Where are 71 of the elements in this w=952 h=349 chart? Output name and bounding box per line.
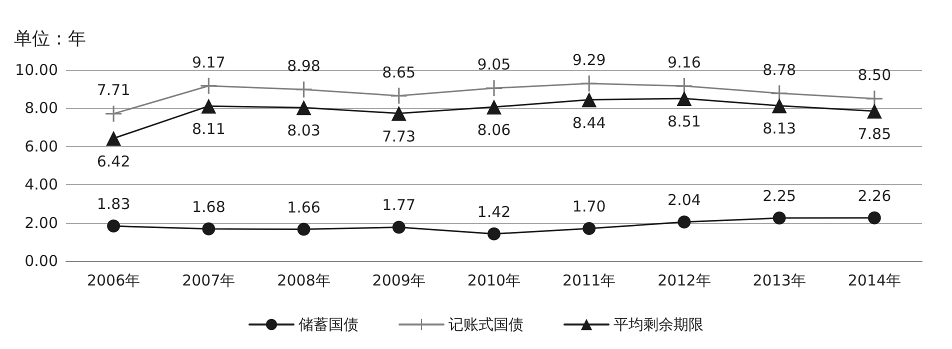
x-tick-label: 2010年: [467, 272, 521, 290]
point: [581, 76, 598, 92]
point: [772, 98, 787, 114]
data-label: 1.70: [572, 198, 606, 216]
point: [296, 81, 312, 98]
data-label: 8.11: [192, 120, 226, 138]
point: [486, 80, 502, 96]
point: [676, 90, 692, 106]
x-tick-label: 2007年: [182, 272, 236, 290]
point: [866, 104, 882, 119]
point: [486, 100, 502, 115]
point: [296, 100, 312, 116]
data-label: 8.13: [762, 120, 796, 138]
data-label: 1.42: [477, 202, 511, 221]
point: [868, 211, 881, 224]
point: [392, 220, 406, 234]
point: [772, 212, 786, 225]
y-tick-label: 0.00: [24, 252, 58, 270]
x-tick-label: 2012年: [658, 272, 711, 290]
data-label: 8.98: [287, 56, 320, 75]
data-label: 8.78: [762, 60, 796, 79]
legend-label: 记账式国债: [448, 316, 524, 334]
data-label: 9.29: [572, 51, 606, 70]
x-tick-label: 2011年: [562, 272, 616, 290]
point: [676, 78, 692, 94]
data-label: 2.04: [668, 191, 701, 210]
x-tick-label: 2006年: [86, 272, 140, 290]
y-tick-label: 10.00: [15, 61, 58, 79]
y-axis-title: 单位：年: [14, 28, 86, 50]
point: [297, 222, 310, 236]
x-tick-label: 2013年: [752, 272, 806, 290]
x-tick-label: 2014年: [848, 272, 902, 290]
y-tick-label: 8.00: [24, 99, 58, 118]
data-label: 1.77: [382, 196, 416, 214]
data-label: 9.17: [192, 53, 226, 72]
data-label: 8.65: [382, 63, 416, 82]
data-label: 7.85: [858, 125, 892, 144]
data-label: 1.68: [192, 198, 226, 216]
data-label: 8.44: [572, 114, 606, 132]
y-tick-label: 6.00: [24, 137, 58, 156]
point: [582, 222, 596, 236]
data-label: 8.06: [477, 121, 511, 140]
point: [391, 106, 406, 121]
data-label: 9.05: [477, 56, 511, 74]
point: [678, 216, 691, 229]
data-label: 7.71: [96, 81, 130, 100]
data-label: 8.03: [287, 122, 320, 140]
point: [202, 222, 216, 236]
data-label: 1.66: [287, 198, 320, 216]
data-label: 8.50: [858, 66, 892, 84]
data-label: 2.26: [858, 186, 892, 205]
data-label: 9.16: [668, 54, 701, 72]
point: [582, 92, 597, 108]
y-tick-label: 2.00: [24, 214, 58, 232]
legend-label: 储蓄国债: [298, 316, 358, 334]
point: [200, 78, 217, 94]
data-label: 2.25: [762, 187, 796, 206]
y-tick-label: 4.00: [24, 176, 58, 194]
legend-label: 平均剩余期限: [614, 316, 704, 334]
data-label: 8.51: [668, 112, 701, 130]
point: [488, 227, 500, 240]
point: [201, 98, 216, 114]
x-tick-label: 2009年: [372, 272, 426, 290]
x-tick-label: 2008年: [277, 272, 330, 290]
data-label: 7.73: [382, 127, 416, 146]
data-label: 1.83: [96, 195, 130, 214]
point: [107, 220, 120, 233]
data-label: 6.42: [96, 152, 130, 170]
point: [106, 130, 122, 146]
point: [106, 106, 122, 122]
point: [390, 88, 407, 104]
